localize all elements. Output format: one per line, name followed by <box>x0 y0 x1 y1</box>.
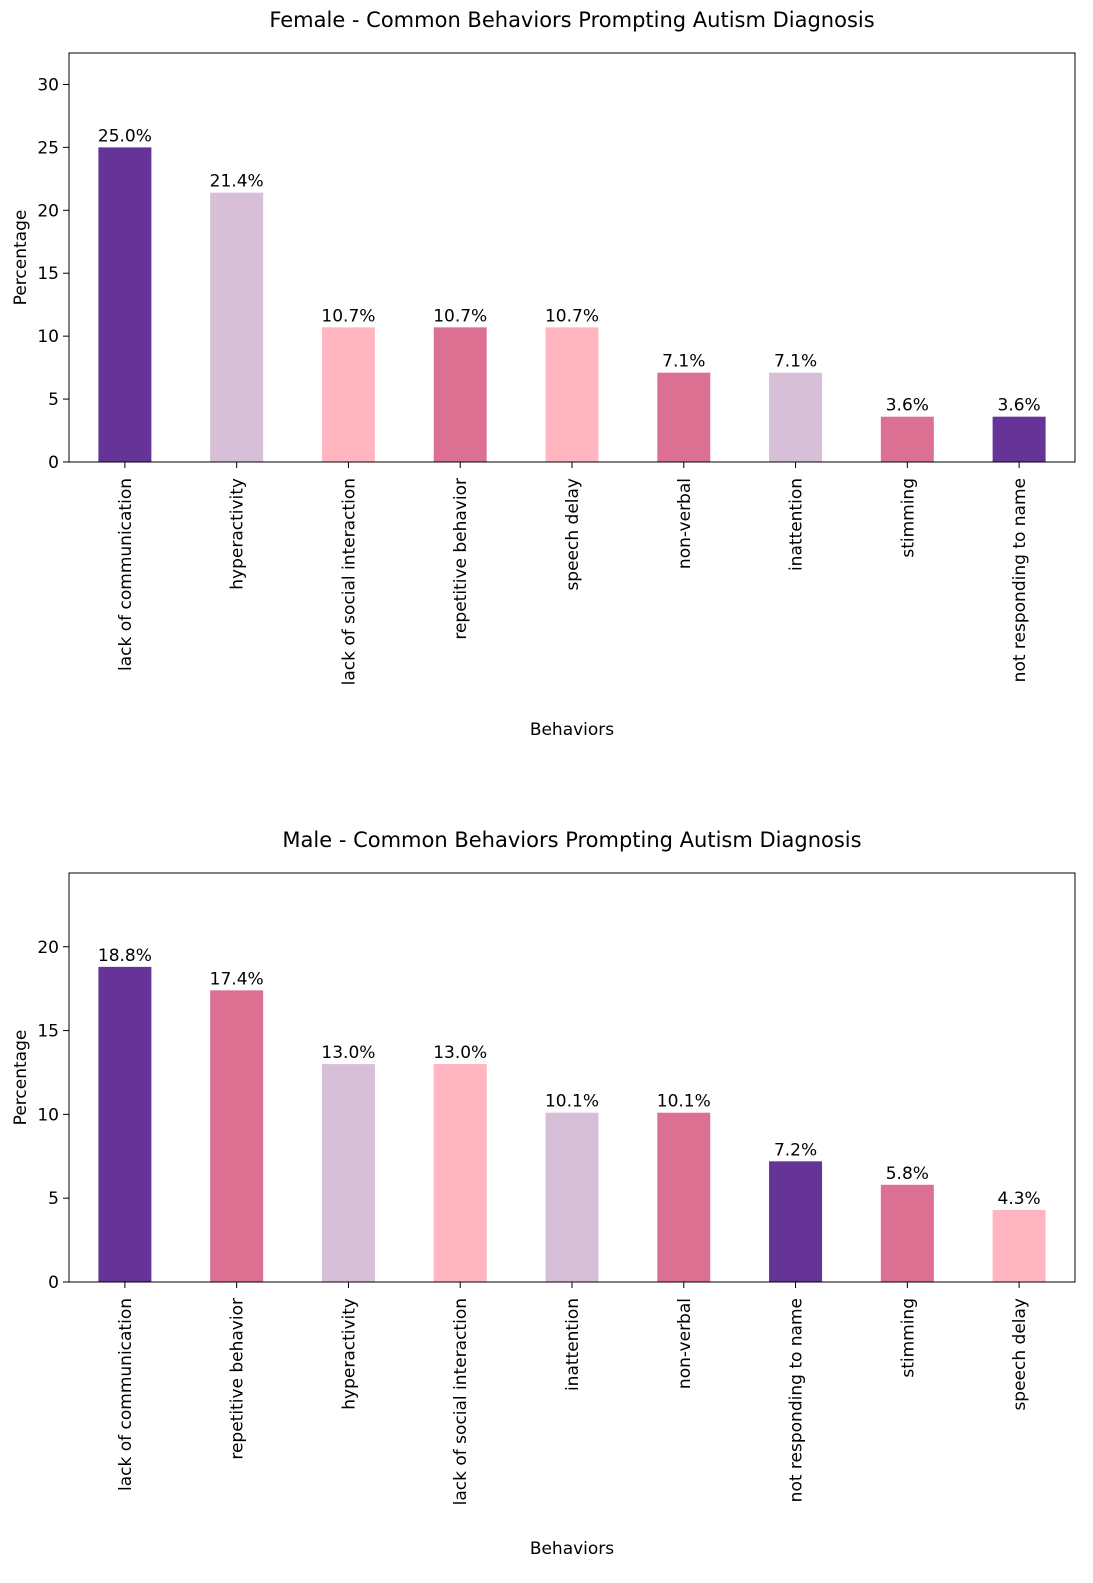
y-tick-label: 15 <box>37 264 59 284</box>
data-label: 7.1% <box>662 352 705 372</box>
bar-hyperactivity <box>210 192 264 463</box>
y-axis-label: Percentage <box>11 1030 31 1126</box>
bar-non-verbal <box>657 1112 711 1282</box>
x-tick-label: hyperactivity <box>228 478 248 590</box>
data-label: 18.8% <box>98 946 152 966</box>
x-tick-label: lack of communication <box>116 1298 136 1491</box>
x-tick-label: stimming <box>898 1298 918 1378</box>
bar-lack-of-communication <box>98 966 152 1282</box>
y-tick-label: 20 <box>37 201 59 221</box>
x-tick-label: repetitive behavior <box>451 478 471 640</box>
x-tick-label: speech delay <box>563 478 583 591</box>
x-axis-label: Behaviors <box>530 720 614 740</box>
data-label: 13.0% <box>321 1043 375 1063</box>
x-tick-label: inattention <box>787 478 807 571</box>
x-tick-label: hyperactivity <box>339 1298 359 1410</box>
chart-title: Female - Common Behaviors Prompting Auti… <box>269 8 874 32</box>
data-label: 5.8% <box>886 1164 929 1184</box>
x-tick-label: inattention <box>563 1298 583 1391</box>
y-tick-label: 5 <box>48 1189 59 1209</box>
x-tick-label: lack of social interaction <box>451 1298 471 1505</box>
bar-stimming <box>880 1184 934 1282</box>
chart-title: Male - Common Behaviors Prompting Autism… <box>282 828 861 852</box>
data-label: 10.7% <box>545 306 599 326</box>
data-label: 21.4% <box>210 172 264 192</box>
bar-speech-delay <box>545 327 599 462</box>
x-tick-label: non-verbal <box>675 478 695 569</box>
y-tick-label: 0 <box>48 1273 59 1293</box>
x-tick-label: lack of communication <box>116 478 136 671</box>
data-label: 17.4% <box>210 969 264 989</box>
bar-lack-of-communication <box>98 147 152 462</box>
data-label: 25.0% <box>98 126 152 146</box>
x-tick-label: repetitive behavior <box>228 1298 248 1460</box>
y-axis-label: Percentage <box>11 210 31 306</box>
y-tick-label: 5 <box>48 390 59 410</box>
x-axis-label: Behaviors <box>530 1539 614 1559</box>
y-tick-label: 10 <box>37 327 59 347</box>
bar-not-responding-to-name <box>992 416 1046 462</box>
subplot-male: Male - Common Behaviors Prompting Autism… <box>11 828 1076 1559</box>
y-tick-label: 20 <box>37 938 59 958</box>
data-label: 10.7% <box>433 306 487 326</box>
bar-non-verbal <box>657 372 711 462</box>
x-tick-label: lack of social interaction <box>339 478 359 685</box>
y-tick-label: 0 <box>48 453 59 473</box>
bar-speech-delay <box>992 1209 1046 1282</box>
y-tick-label: 30 <box>37 75 59 95</box>
x-tick-label: speech delay <box>1010 1298 1030 1411</box>
y-tick-label: 10 <box>37 1105 59 1125</box>
data-label: 10.1% <box>545 1092 599 1112</box>
bar-lack-of-social-interaction <box>433 1064 487 1282</box>
bar-hyperactivity <box>321 1064 375 1282</box>
bar-inattention <box>545 1112 599 1282</box>
x-tick-label: not responding to name <box>1010 478 1030 682</box>
data-label: 4.3% <box>998 1189 1041 1209</box>
y-tick-label: 15 <box>37 1022 59 1042</box>
bar-repetitive-behavior <box>433 327 487 462</box>
x-tick-label: non-verbal <box>675 1298 695 1389</box>
bar-inattention <box>769 372 823 462</box>
x-tick-label: stimming <box>898 478 918 558</box>
x-tick-label: not responding to name <box>787 1298 807 1502</box>
bar-not-responding-to-name <box>769 1161 823 1282</box>
subplot-female: Female - Common Behaviors Prompting Auti… <box>11 8 1076 740</box>
data-label: 10.1% <box>657 1092 711 1112</box>
data-label: 3.6% <box>998 396 1041 416</box>
data-label: 7.1% <box>774 352 817 372</box>
data-label: 10.7% <box>321 306 375 326</box>
data-label: 3.6% <box>886 396 929 416</box>
bar-lack-of-social-interaction <box>321 327 375 462</box>
y-tick-label: 25 <box>37 138 59 158</box>
bar-repetitive-behavior <box>210 990 264 1282</box>
data-label: 13.0% <box>433 1043 487 1063</box>
data-label: 7.2% <box>774 1140 817 1160</box>
bar-stimming <box>880 416 934 462</box>
